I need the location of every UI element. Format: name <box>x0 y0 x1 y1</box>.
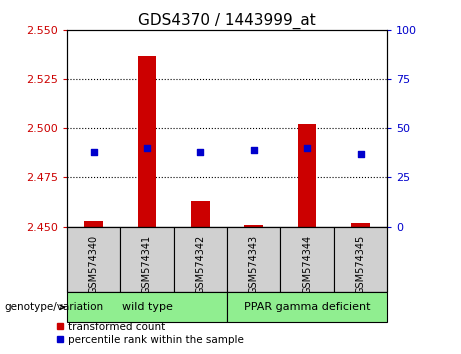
Text: GSM574344: GSM574344 <box>302 234 312 293</box>
Point <box>90 149 97 155</box>
Point <box>303 145 311 151</box>
Point <box>143 145 151 151</box>
Title: GDS4370 / 1443999_at: GDS4370 / 1443999_at <box>138 12 316 29</box>
Point <box>250 147 257 153</box>
Point <box>357 151 364 157</box>
Text: GSM574343: GSM574343 <box>249 234 259 293</box>
Text: PPAR gamma deficient: PPAR gamma deficient <box>244 302 370 312</box>
Bar <box>191 201 210 227</box>
Bar <box>174 227 227 292</box>
Legend: transformed count, percentile rank within the sample: transformed count, percentile rank withi… <box>51 317 248 349</box>
Text: genotype/variation: genotype/variation <box>5 302 104 312</box>
Text: GSM574342: GSM574342 <box>195 234 205 294</box>
Point <box>197 149 204 155</box>
Text: GSM574345: GSM574345 <box>355 234 366 294</box>
Bar <box>120 227 174 292</box>
Text: GSM574341: GSM574341 <box>142 234 152 293</box>
Bar <box>334 227 387 292</box>
Text: wild type: wild type <box>122 302 172 312</box>
Text: GSM574340: GSM574340 <box>89 234 99 293</box>
Bar <box>137 56 156 227</box>
Bar <box>227 292 387 322</box>
Bar <box>244 224 263 227</box>
Bar <box>84 221 103 227</box>
Bar <box>280 227 334 292</box>
Bar <box>67 292 227 322</box>
Bar <box>67 227 120 292</box>
Bar <box>227 227 280 292</box>
Bar <box>351 223 370 227</box>
Bar <box>298 124 317 227</box>
